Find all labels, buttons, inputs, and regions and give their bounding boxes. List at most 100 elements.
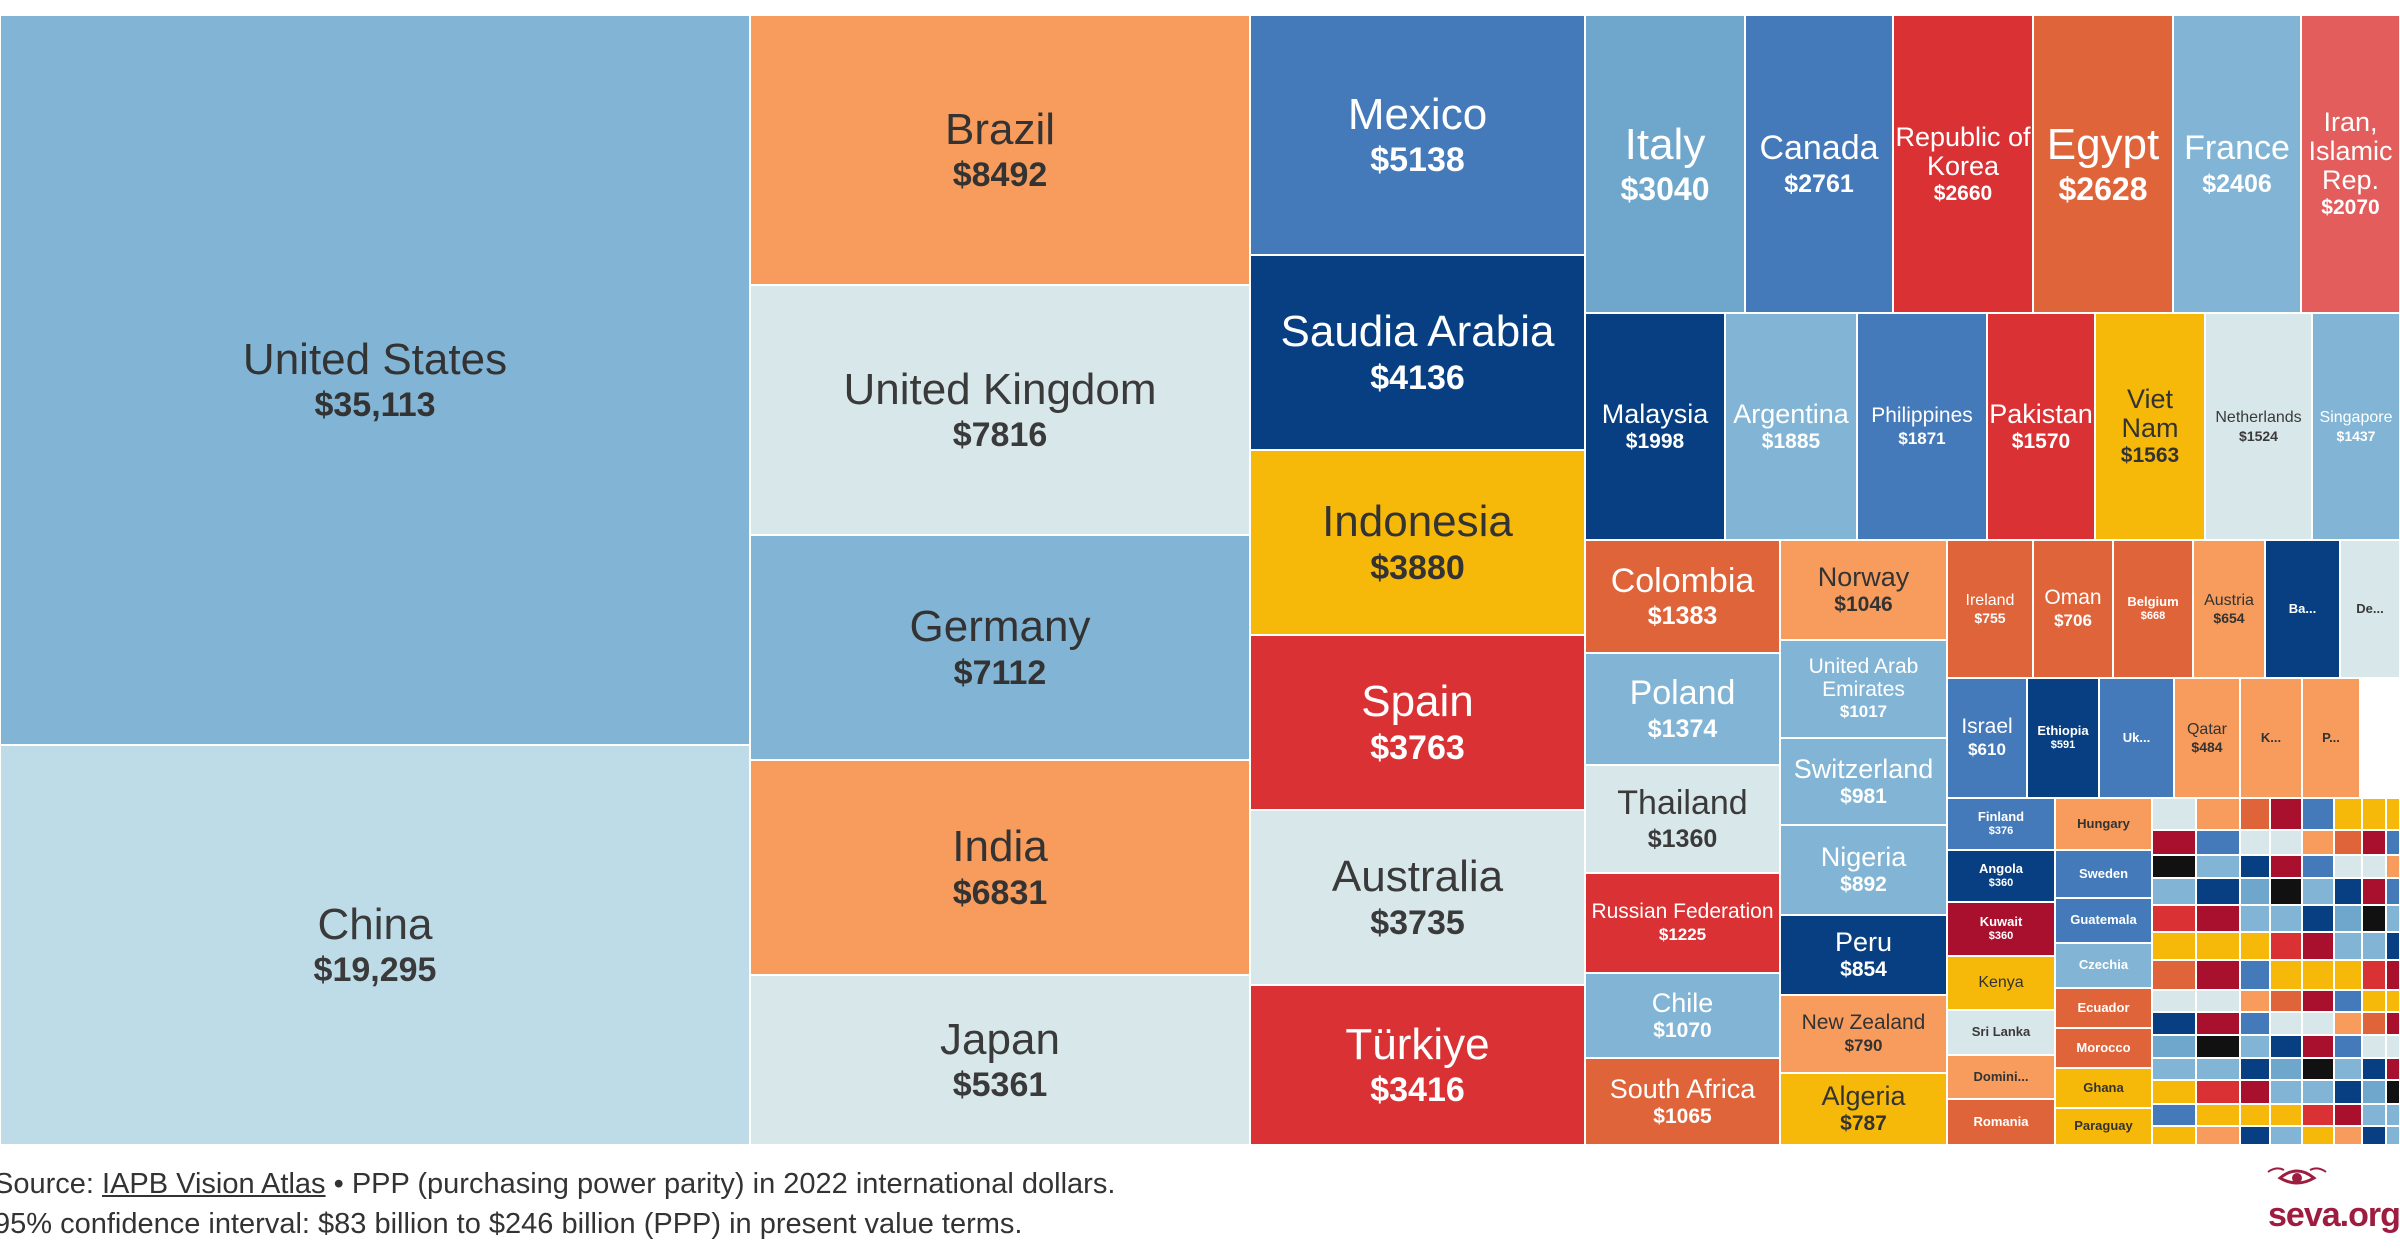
treemap-tile-nigeria[interactable]: Nigeria $892 (1780, 825, 1947, 915)
treemap-tile-minor[interactable] (2302, 1035, 2334, 1058)
treemap-tile-minor[interactable] (2362, 878, 2386, 905)
treemap-tile-minor[interactable] (2362, 960, 2386, 990)
treemap-tile-minor[interactable] (2362, 798, 2386, 830)
treemap-tile-singapore[interactable]: Singapore $1437 (2312, 313, 2400, 540)
treemap-tile-minor[interactable] (2362, 1126, 2386, 1145)
treemap-tile-minor[interactable] (2362, 1012, 2386, 1035)
treemap-tile-minor[interactable] (2152, 905, 2196, 932)
treemap-tile-republic-of-korea[interactable]: Republic of Korea $2660 (1893, 15, 2033, 313)
treemap-tile-k[interactable]: K... (2240, 678, 2302, 798)
treemap-tile-minor[interactable] (2240, 1104, 2270, 1126)
treemap-tile-minor[interactable] (2240, 798, 2270, 830)
treemap-tile-ireland[interactable]: Ireland $755 (1947, 540, 2033, 678)
treemap-tile-minor[interactable] (2152, 798, 2196, 830)
treemap-tile-kenya[interactable]: Kenya (1947, 956, 2055, 1010)
treemap-tile-kuwait[interactable]: Kuwait $360 (1947, 902, 2055, 956)
treemap-tile-paraguay[interactable]: Paraguay (2055, 1108, 2152, 1145)
treemap-tile-minor[interactable] (2196, 990, 2240, 1012)
treemap-tile-qatar[interactable]: Qatar $484 (2174, 678, 2240, 798)
treemap-tile-minor[interactable] (2240, 960, 2270, 990)
treemap-tile-minor[interactable] (2302, 1104, 2334, 1126)
treemap-tile-minor[interactable] (2152, 960, 2196, 990)
treemap-tile-minor[interactable] (2302, 855, 2334, 878)
treemap-tile-uk[interactable]: Uk... (2099, 678, 2174, 798)
treemap-tile-minor[interactable] (2386, 1126, 2400, 1145)
treemap-tile-minor[interactable] (2270, 960, 2302, 990)
treemap-tile-new-zealand[interactable]: New Zealand $790 (1780, 995, 1947, 1073)
treemap-tile-minor[interactable] (2196, 1080, 2240, 1104)
treemap-tile-minor[interactable] (2302, 932, 2334, 960)
treemap-tile-minor[interactable] (2196, 830, 2240, 855)
treemap-tile-austria[interactable]: Austria $654 (2193, 540, 2265, 678)
treemap-tile-belgium[interactable]: Belgium $668 (2113, 540, 2193, 678)
treemap-tile-minor[interactable] (2240, 1080, 2270, 1104)
treemap-tile-minor[interactable] (2334, 1012, 2362, 1035)
treemap-tile-mexico[interactable]: Mexico $5138 (1250, 15, 1585, 255)
treemap-tile-minor[interactable] (2386, 1104, 2400, 1126)
treemap-tile-minor[interactable] (2270, 905, 2302, 932)
treemap-tile-minor[interactable] (2334, 1104, 2362, 1126)
treemap-tile-minor[interactable] (2334, 1058, 2362, 1080)
treemap-tile-minor[interactable] (2152, 878, 2196, 905)
treemap-tile-minor[interactable] (2152, 830, 2196, 855)
treemap-tile-spain[interactable]: Spain $3763 (1250, 635, 1585, 810)
treemap-tile-minor[interactable] (2302, 1126, 2334, 1145)
treemap-tile-minor[interactable] (2152, 990, 2196, 1012)
treemap-tile-minor[interactable] (2386, 830, 2400, 855)
treemap-tile-united-states[interactable]: United States $35,113 (0, 15, 750, 745)
treemap-tile-minor[interactable] (2240, 1058, 2270, 1080)
treemap-tile-japan[interactable]: Japan $5361 (750, 975, 1250, 1145)
treemap-tile-minor[interactable] (2152, 1012, 2196, 1035)
treemap-tile-minor[interactable] (2196, 878, 2240, 905)
treemap-tile-minor[interactable] (2240, 990, 2270, 1012)
treemap-tile-ethiopia[interactable]: Ethiopia $591 (2027, 678, 2099, 798)
treemap-tile-minor[interactable] (2270, 878, 2302, 905)
treemap-tile-minor[interactable] (2334, 1035, 2362, 1058)
treemap-tile-minor[interactable] (2240, 905, 2270, 932)
treemap-tile-minor[interactable] (2362, 1035, 2386, 1058)
treemap-tile-minor[interactable] (2240, 1012, 2270, 1035)
treemap-tile-minor[interactable] (2270, 830, 2302, 855)
treemap-tile-minor[interactable] (2302, 960, 2334, 990)
treemap-tile-minor[interactable] (2240, 878, 2270, 905)
treemap-tile-minor[interactable] (2196, 855, 2240, 878)
treemap-tile-minor[interactable] (2302, 1012, 2334, 1035)
treemap-tile-minor[interactable] (2386, 1012, 2400, 1035)
treemap-tile-saudia-arabia[interactable]: Saudia Arabia $4136 (1250, 255, 1585, 450)
treemap-tile-minor[interactable] (2240, 855, 2270, 878)
treemap-tile-australia[interactable]: Australia $3735 (1250, 810, 1585, 985)
treemap-tile-south-africa[interactable]: South Africa $1065 (1585, 1058, 1780, 1145)
treemap-tile-philippines[interactable]: Philippines $1871 (1857, 313, 1987, 540)
treemap-tile-minor[interactable] (2196, 960, 2240, 990)
treemap-tile-iran-islamic-rep[interactable]: Iran, Islamic Rep. $2070 (2301, 15, 2400, 313)
treemap-tile-minor[interactable] (2334, 960, 2362, 990)
treemap-tile-canada[interactable]: Canada $2761 (1745, 15, 1893, 313)
treemap-tile-peru[interactable]: Peru $854 (1780, 915, 1947, 995)
treemap-tile-russian-federation[interactable]: Russian Federation $1225 (1585, 873, 1780, 973)
treemap-tile-minor[interactable] (2196, 1058, 2240, 1080)
treemap-tile-minor[interactable] (2196, 1035, 2240, 1058)
treemap-tile-minor[interactable] (2270, 1126, 2302, 1145)
treemap-tile-viet-nam[interactable]: Viet Nam $1563 (2095, 313, 2205, 540)
treemap-tile-minor[interactable] (2362, 1058, 2386, 1080)
treemap-tile-p[interactable]: P... (2302, 678, 2360, 798)
treemap-tile-minor[interactable] (2386, 878, 2400, 905)
treemap-tile-minor[interactable] (2270, 1012, 2302, 1035)
treemap-tile-minor[interactable] (2386, 855, 2400, 878)
treemap-tile-oman[interactable]: Oman $706 (2033, 540, 2113, 678)
treemap-tile-minor[interactable] (2362, 855, 2386, 878)
treemap-tile-minor[interactable] (2302, 798, 2334, 830)
treemap-tile-india[interactable]: India $6831 (750, 760, 1250, 975)
treemap-tile-minor[interactable] (2270, 1080, 2302, 1104)
treemap-tile-minor[interactable] (2270, 798, 2302, 830)
treemap-tile-thailand[interactable]: Thailand $1360 (1585, 765, 1780, 873)
treemap-tile-minor[interactable] (2302, 990, 2334, 1012)
treemap-tile-minor[interactable] (2302, 1080, 2334, 1104)
treemap-tile-minor[interactable] (2196, 1104, 2240, 1126)
treemap-tile-finland[interactable]: Finland $376 (1947, 798, 2055, 850)
treemap-tile-minor[interactable] (2196, 798, 2240, 830)
treemap-tile-minor[interactable] (2152, 932, 2196, 960)
treemap-tile-china[interactable]: China $19,295 (0, 745, 750, 1145)
treemap-tile-chile[interactable]: Chile $1070 (1585, 973, 1780, 1058)
treemap-tile-minor[interactable] (2386, 905, 2400, 932)
